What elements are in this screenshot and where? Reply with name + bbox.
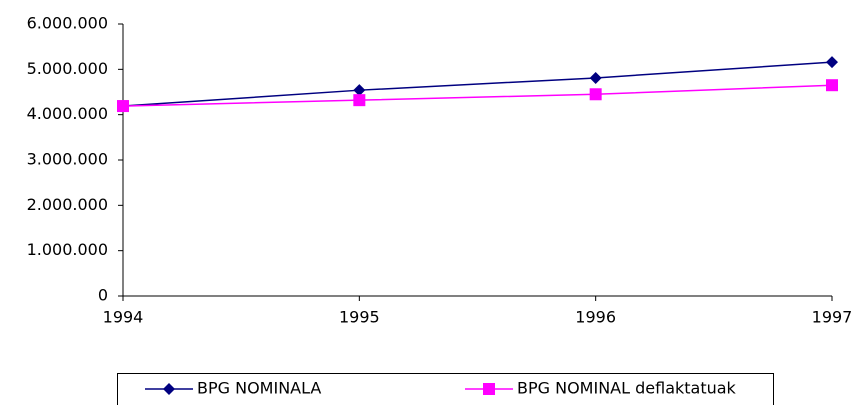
marker <box>826 56 838 69</box>
series-line <box>122 61 833 107</box>
x-tick-label: 1997 <box>812 308 853 327</box>
marker <box>353 94 366 107</box>
y-tick-label: 6.000.000 <box>27 14 108 33</box>
y-tick-label: 1.000.000 <box>27 240 108 259</box>
x-tick-label: 1994 <box>103 308 144 327</box>
marker <box>589 71 602 84</box>
marker <box>826 79 838 92</box>
marker <box>353 84 366 97</box>
marker <box>117 100 129 113</box>
y-tick-label: 2.000.000 <box>27 195 108 214</box>
y-tick-label: 3.000.000 <box>27 150 108 169</box>
series-line <box>122 84 833 107</box>
x-tick-label: 1995 <box>339 308 380 327</box>
y-tick-label: 5.000.000 <box>27 59 108 78</box>
marker <box>589 88 602 101</box>
marker <box>483 383 495 395</box>
y-tick-label: 0 <box>98 286 108 305</box>
legend-box <box>117 373 774 405</box>
legend-label: BPG NOMINALA <box>197 379 321 398</box>
legend-label: BPG NOMINAL deflaktatuak <box>517 379 737 398</box>
marker <box>163 383 175 395</box>
x-tick-label: 1996 <box>575 308 616 327</box>
y-tick-label: 4.000.000 <box>27 104 108 123</box>
